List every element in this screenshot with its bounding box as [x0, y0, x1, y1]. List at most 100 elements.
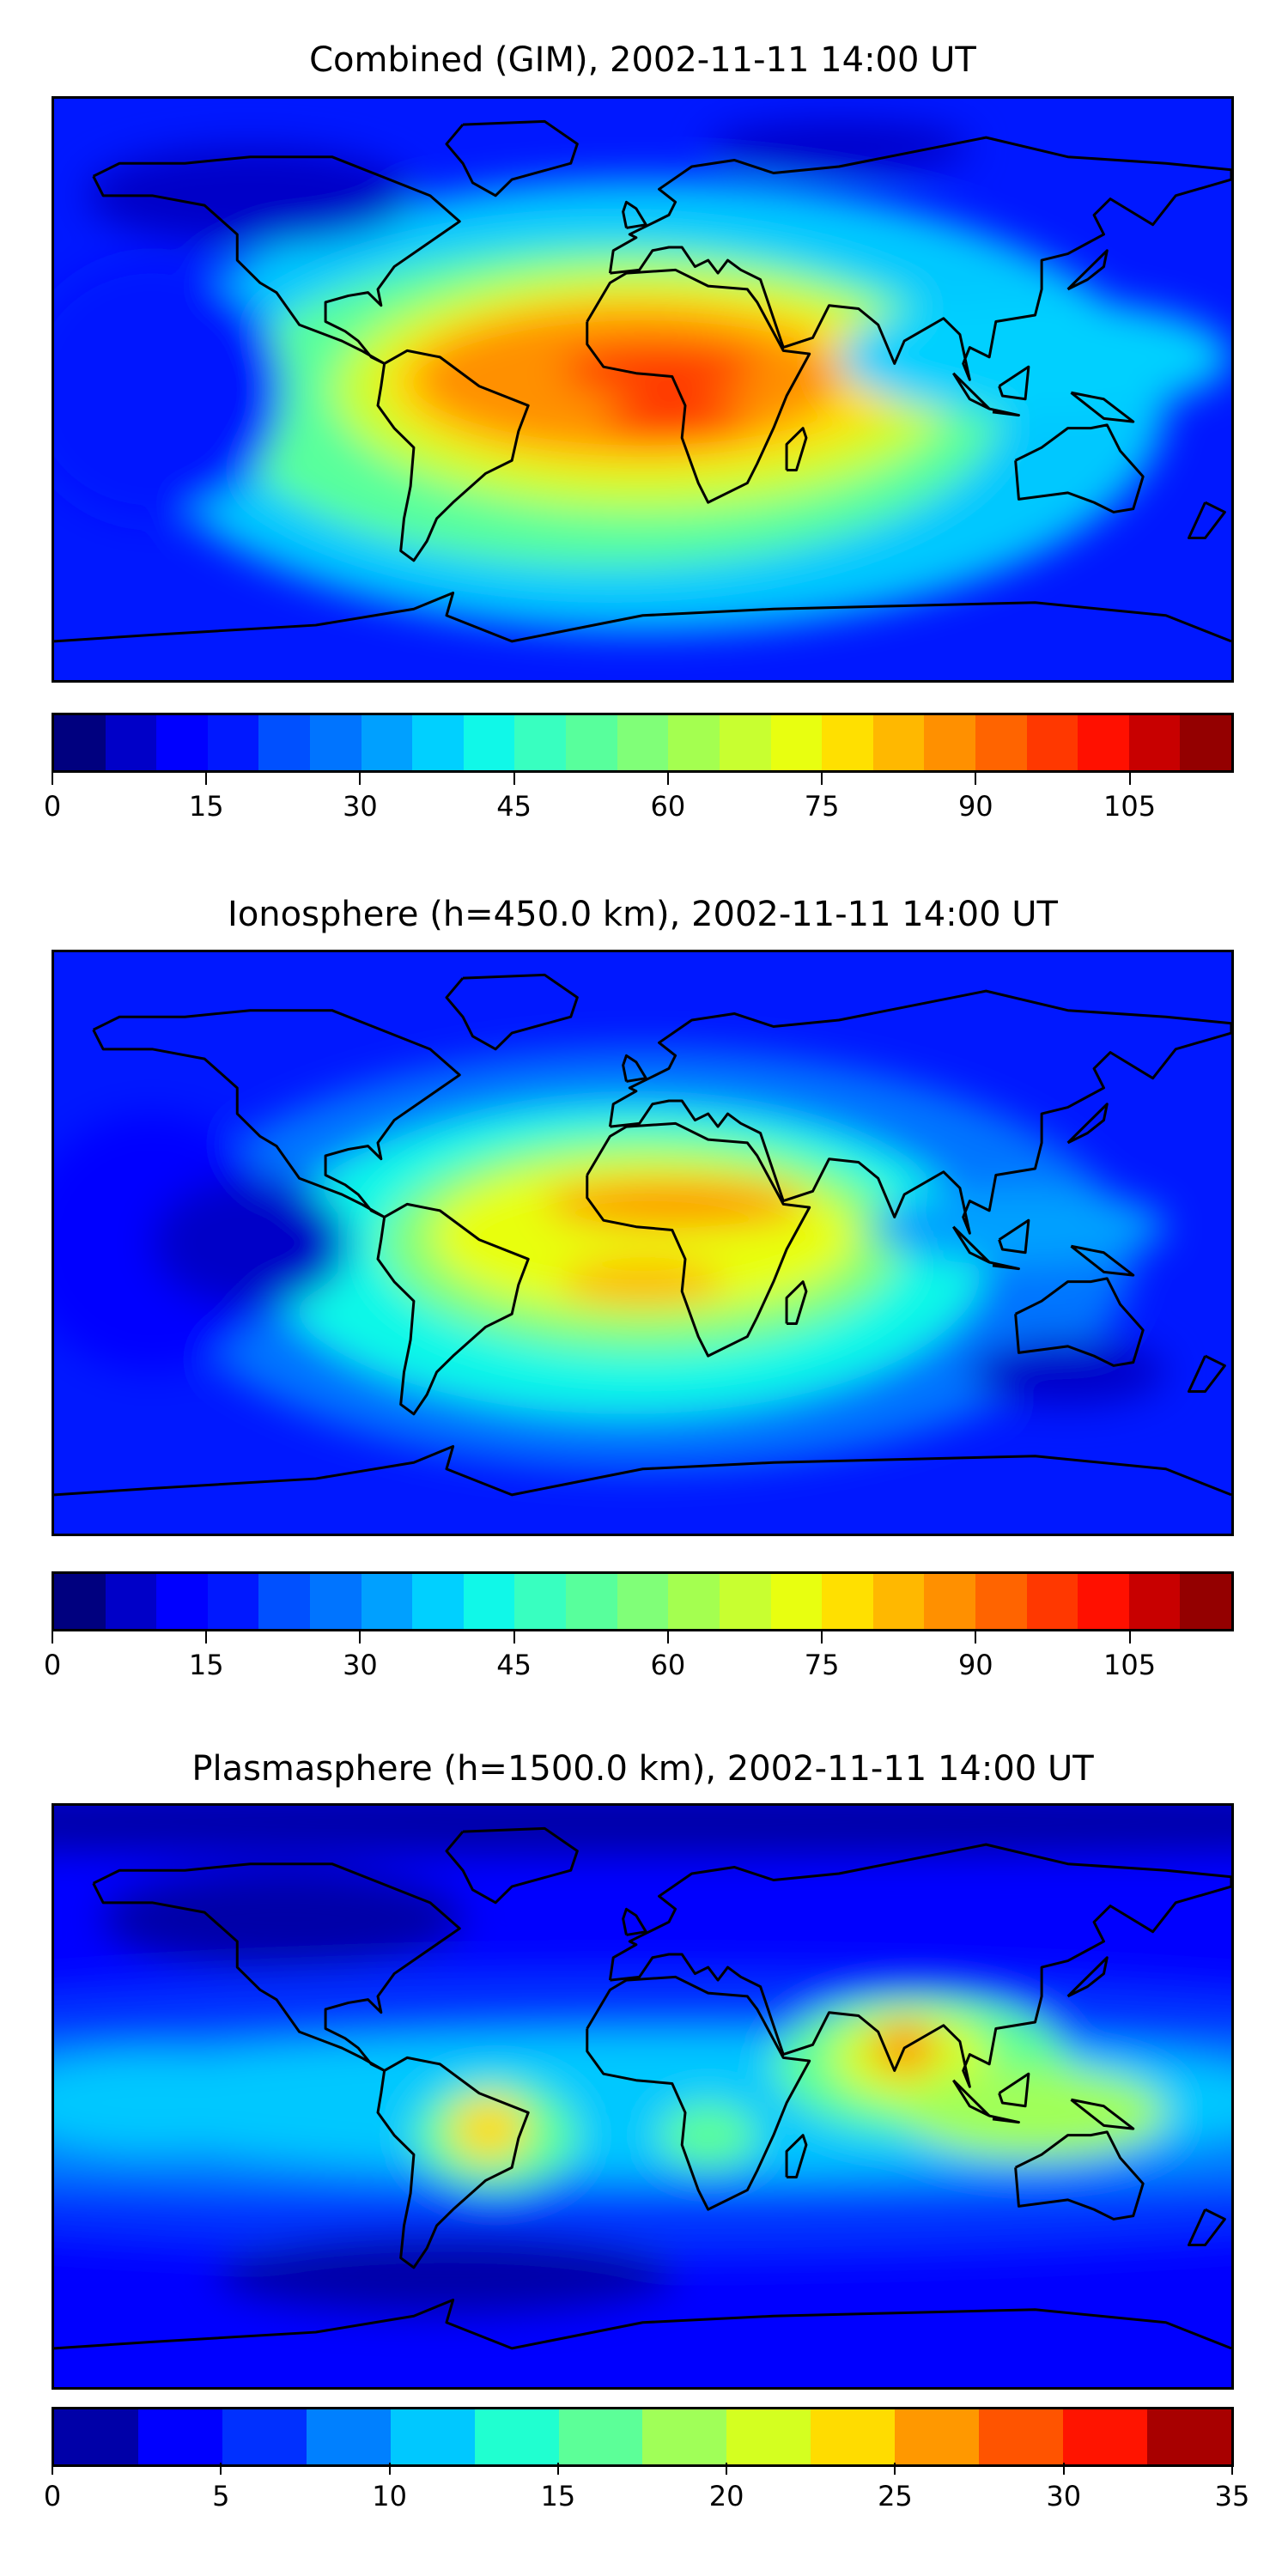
coastline — [608, 136, 1231, 381]
coastline — [54, 1444, 1231, 1497]
colorbar-bin — [306, 2409, 391, 2464]
colorbar-bin — [924, 1574, 975, 1629]
coastline — [445, 119, 579, 197]
colorbar-combined — [52, 713, 1234, 773]
colorbar-bin — [719, 715, 771, 770]
colorbar-bin — [924, 715, 975, 770]
colorbar-bin — [811, 2409, 896, 2464]
colorbar-tick-label: 30 — [343, 790, 378, 823]
tec-contour-region — [708, 121, 970, 173]
coastline — [1066, 1956, 1109, 1998]
colorbar-tick — [821, 1631, 823, 1643]
colorbar-bin — [975, 1574, 1027, 1629]
colorbar-bin — [719, 1574, 771, 1629]
colorbar-tick-label: 20 — [708, 2480, 744, 2512]
colorbar-bin — [895, 2409, 980, 2464]
colorbar-bin — [54, 1574, 106, 1629]
colorbar-tick — [1062, 2463, 1065, 2475]
colorbar-bin — [668, 715, 720, 770]
map-ionosphere — [52, 950, 1234, 1536]
colorbar-bin — [770, 1574, 823, 1629]
tec-contour-region — [659, 2103, 757, 2168]
colorbar-tick — [388, 2463, 391, 2475]
colorbar-bin — [1146, 2409, 1231, 2464]
colorbar-bin — [872, 1574, 925, 1629]
colorbar-ticks-plasmasphere: 0 5 10 15 20 25 30 35 — [44, 2463, 1249, 2514]
colorbar-bin — [617, 715, 669, 770]
coastline — [92, 1862, 461, 2072]
colorbar-tick — [726, 2463, 728, 2475]
colorbar-tick-label: 15 — [540, 2480, 576, 2512]
colorbar-tick-label: 60 — [650, 790, 686, 823]
colorbar-bin — [975, 715, 1027, 770]
colorbar-ticks-combined: 0 15 30 45 60 75 90 105 — [44, 773, 1234, 824]
colorbar-bin — [412, 1574, 464, 1629]
colorbar-tick — [359, 1631, 361, 1643]
colorbar-bin — [558, 2409, 643, 2464]
colorbar-tick-label: 105 — [1103, 790, 1157, 823]
colorbar-tick-label: 0 — [43, 1649, 62, 1681]
colorbar-tick — [1231, 2463, 1233, 2475]
colorbar-tick — [821, 773, 823, 785]
colorbar-bin — [137, 2409, 222, 2464]
coastline — [92, 1009, 461, 1218]
colorbar-tick — [1128, 1631, 1131, 1643]
tec-contour-region — [561, 1259, 725, 1304]
colorbar-bin — [156, 1574, 208, 1629]
coastline — [586, 1121, 811, 1358]
colorbar-bin — [770, 715, 823, 770]
colorbar-tick-label: 30 — [343, 1649, 378, 1681]
coastline — [998, 365, 1030, 401]
coastline — [54, 2298, 1231, 2350]
colorbar-tick-label: 45 — [496, 1649, 532, 1681]
colorbar-tick-label: 15 — [188, 790, 224, 823]
coastline — [998, 1218, 1030, 1255]
colorbar-tick-label: 75 — [804, 1649, 840, 1681]
coastline — [608, 989, 1231, 1235]
colorbar-tick — [975, 1631, 977, 1643]
colorbar-bin — [1078, 1574, 1129, 1629]
colorbar-bin — [1180, 715, 1232, 770]
colorbar-tick-label: 45 — [496, 790, 532, 823]
coastline — [1014, 423, 1145, 513]
colorbar-tick-label: 105 — [1103, 1649, 1157, 1681]
coastline — [998, 2072, 1030, 2108]
tec-contour-region — [544, 1182, 806, 1227]
colorbar-bin — [310, 1574, 361, 1629]
colorbar-tick — [52, 2463, 53, 2475]
colorbar-ticks-ionosphere: 0 15 30 45 60 75 90 105 — [44, 1631, 1234, 1683]
colorbar-tick-label: 30 — [1046, 2480, 1082, 2512]
colorbar-tick-label: 90 — [957, 790, 993, 823]
colorbar-tick — [666, 773, 669, 785]
colorbar-bin — [1128, 1574, 1181, 1629]
colorbar-bin — [361, 1574, 413, 1629]
colorbar-tick — [513, 1631, 515, 1643]
colorbar-tick — [513, 773, 515, 785]
colorbar-bin — [1180, 1574, 1232, 1629]
coastline — [988, 1261, 1020, 1271]
coastline — [1070, 391, 1135, 423]
colorbar-bin — [1026, 715, 1078, 770]
coastline — [952, 372, 991, 410]
chart-title-plasmasphere: Plasmasphere (h=1500.0 km), 2002-11-11 1… — [191, 1749, 1094, 1789]
colorbar-tick-label: 5 — [212, 2480, 230, 2512]
coastline — [1187, 1354, 1226, 1394]
colorbar-bin — [1078, 715, 1129, 770]
colorbar-bin — [642, 2409, 727, 2464]
coastline — [785, 2134, 808, 2179]
coastline — [622, 200, 647, 229]
coastline — [376, 2056, 530, 2269]
colorbar-bin — [979, 2409, 1064, 2464]
coastline — [1014, 2130, 1145, 2221]
colorbar-bin — [566, 1574, 617, 1629]
colorbar-tick-label: 75 — [804, 790, 840, 823]
tec-contour-region — [87, 147, 414, 245]
colorbar-tick — [205, 773, 208, 785]
colorbar-tick-label: 0 — [43, 790, 62, 823]
colorbar-tick — [52, 773, 53, 785]
tec-contour-region — [603, 396, 748, 441]
coastline — [445, 1826, 579, 1905]
coastline — [622, 1907, 647, 1936]
tec-contour-region — [152, 1178, 349, 1308]
coastline — [586, 268, 811, 504]
